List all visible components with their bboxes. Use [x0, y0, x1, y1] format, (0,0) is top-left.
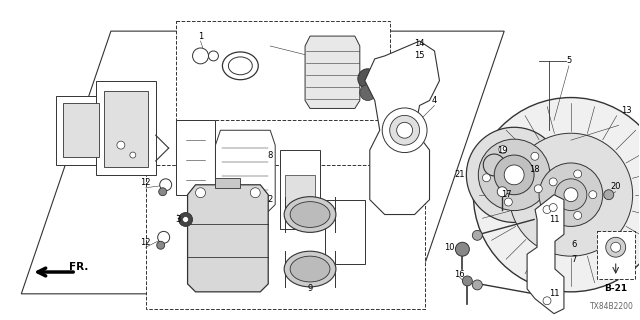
Circle shape — [564, 188, 578, 202]
Circle shape — [250, 188, 260, 198]
Polygon shape — [175, 120, 216, 195]
Text: 14: 14 — [414, 38, 425, 48]
Circle shape — [160, 179, 172, 191]
Text: 4: 4 — [432, 96, 437, 105]
Text: 7: 7 — [572, 255, 577, 264]
Circle shape — [543, 206, 551, 213]
Polygon shape — [188, 185, 268, 292]
Circle shape — [504, 198, 513, 206]
Text: 19: 19 — [497, 146, 508, 155]
Circle shape — [573, 212, 582, 220]
Circle shape — [472, 230, 483, 240]
Text: 3: 3 — [175, 215, 180, 224]
Circle shape — [456, 242, 469, 256]
Circle shape — [531, 152, 539, 160]
Circle shape — [494, 155, 534, 195]
Circle shape — [499, 146, 507, 154]
Ellipse shape — [290, 256, 330, 282]
Circle shape — [604, 190, 614, 200]
Circle shape — [358, 69, 378, 89]
Circle shape — [549, 204, 557, 212]
Ellipse shape — [284, 251, 336, 287]
Circle shape — [509, 133, 632, 256]
Circle shape — [589, 191, 596, 199]
Text: 21: 21 — [454, 170, 465, 180]
Polygon shape — [216, 130, 275, 214]
Circle shape — [157, 231, 170, 243]
Text: 1: 1 — [198, 32, 203, 41]
Circle shape — [478, 139, 550, 211]
Ellipse shape — [390, 116, 420, 145]
Polygon shape — [63, 103, 99, 157]
Polygon shape — [305, 36, 360, 108]
Text: 13: 13 — [621, 106, 632, 115]
Circle shape — [157, 241, 164, 249]
Polygon shape — [56, 96, 106, 165]
Ellipse shape — [397, 122, 413, 138]
Circle shape — [605, 237, 626, 257]
Polygon shape — [104, 91, 148, 167]
Polygon shape — [175, 21, 390, 120]
Circle shape — [179, 212, 193, 227]
Text: 8: 8 — [268, 150, 273, 160]
Ellipse shape — [290, 202, 330, 228]
Circle shape — [555, 179, 587, 211]
Polygon shape — [365, 41, 440, 214]
Text: B-21: B-21 — [604, 284, 627, 293]
Ellipse shape — [228, 57, 252, 75]
Polygon shape — [96, 81, 156, 175]
Circle shape — [611, 242, 621, 252]
Text: 12: 12 — [141, 238, 151, 247]
Circle shape — [534, 185, 542, 193]
Polygon shape — [280, 150, 320, 229]
Text: 17: 17 — [501, 190, 511, 199]
Circle shape — [182, 217, 189, 222]
Polygon shape — [216, 178, 241, 188]
Text: 6: 6 — [572, 240, 577, 249]
Text: 16: 16 — [454, 269, 465, 278]
Text: 2: 2 — [268, 195, 273, 204]
Circle shape — [483, 174, 490, 182]
Text: 9: 9 — [307, 284, 313, 293]
Circle shape — [549, 178, 557, 186]
Circle shape — [193, 48, 209, 64]
Text: 11: 11 — [548, 289, 559, 298]
Circle shape — [196, 188, 205, 198]
Ellipse shape — [284, 197, 336, 232]
Circle shape — [462, 276, 472, 286]
Circle shape — [504, 165, 524, 185]
Circle shape — [543, 297, 551, 305]
Circle shape — [130, 152, 136, 158]
Text: 11: 11 — [548, 215, 559, 224]
Text: FR.: FR. — [69, 262, 89, 272]
Polygon shape — [21, 31, 504, 294]
Circle shape — [573, 170, 582, 178]
Text: 10: 10 — [444, 243, 454, 252]
Text: 5: 5 — [566, 56, 572, 65]
Text: 20: 20 — [611, 182, 621, 191]
Polygon shape — [325, 200, 365, 264]
Polygon shape — [596, 231, 635, 279]
Circle shape — [474, 98, 640, 292]
Polygon shape — [527, 195, 564, 314]
Polygon shape — [285, 175, 315, 210]
Circle shape — [472, 280, 483, 290]
Circle shape — [467, 127, 562, 222]
Ellipse shape — [382, 108, 427, 153]
Ellipse shape — [223, 52, 259, 80]
Polygon shape — [146, 165, 424, 309]
Text: 15: 15 — [414, 52, 425, 60]
Text: TX84B2200: TX84B2200 — [589, 302, 634, 311]
Circle shape — [234, 191, 243, 199]
Circle shape — [209, 51, 218, 61]
Circle shape — [539, 163, 603, 227]
Circle shape — [159, 188, 166, 196]
Text: 12: 12 — [141, 178, 151, 187]
Circle shape — [497, 187, 507, 197]
Circle shape — [360, 85, 376, 100]
Text: 18: 18 — [529, 165, 540, 174]
Circle shape — [117, 141, 125, 149]
